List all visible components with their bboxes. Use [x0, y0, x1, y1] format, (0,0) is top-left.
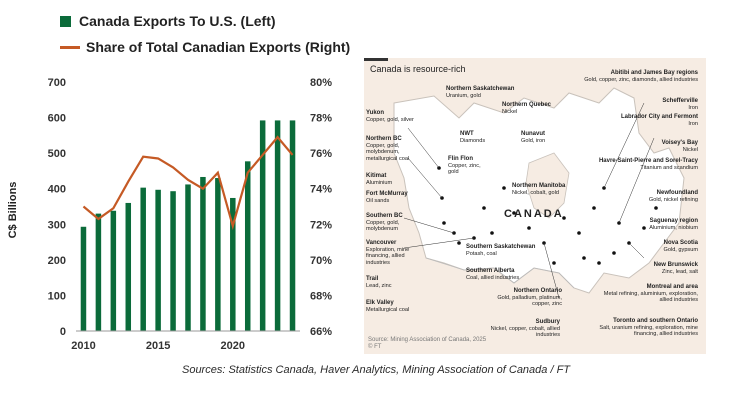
y2-tick-label: 70%	[310, 255, 332, 267]
map-label: Voisey's Bay Nickel	[661, 140, 698, 153]
map-shape	[393, 87, 685, 299]
map-label: Newfoundland Gold, nickel refining	[648, 190, 698, 203]
x-tick-label: 2020	[221, 340, 245, 352]
chart-legend: Canada Exports To U.S. (Left) Share of T…	[60, 8, 350, 60]
y-tick-label: 300	[48, 219, 66, 231]
usa-border	[425, 257, 575, 289]
map-label: Southern BC Copper, gold, molybdenum	[366, 213, 403, 233]
bar	[215, 178, 221, 331]
map-label: Southern Saskatchewan Potash, coal	[466, 244, 536, 257]
left-axis-ticks: 0 100 200 300 400 500 600 700	[48, 77, 66, 338]
bar	[140, 187, 146, 331]
right-axis-ticks: 66% 68% 70% 72% 74% 76% 78% 80%	[310, 77, 332, 338]
map-label: Kitimat Aluminium	[366, 173, 393, 186]
map-label: Labrador City and Fermont Iron	[620, 114, 698, 127]
y-axis-label: C$ Billions	[7, 182, 19, 239]
label-leader-lines	[403, 102, 655, 299]
map-label: Fort McMurray Oil sands	[366, 191, 408, 204]
bar	[230, 197, 236, 331]
y2-tick-label: 66%	[310, 326, 332, 338]
map-label: Abitibi and James Bay regions Gold, coppe…	[584, 70, 698, 83]
legend-label-exports: Canada Exports To U.S. (Left)	[79, 13, 276, 29]
map-label: NWT Diamonds	[460, 131, 486, 144]
legend-item-exports: Canada Exports To U.S. (Left)	[60, 8, 350, 34]
map-label: Montreal and area Metal refining, alumini…	[603, 284, 698, 304]
bar	[244, 161, 251, 331]
y2-tick-label: 74%	[310, 184, 332, 196]
legend-item-share: Share of Total Canadian Exports (Right)	[60, 34, 350, 60]
bar	[125, 202, 132, 331]
map-label: Havre-Saint-Pierre and Sorel-Tracy Titani…	[598, 158, 698, 171]
map-label: Northern Manitoba Nickel, cobalt, gold	[512, 183, 566, 196]
bar	[259, 120, 266, 331]
legend-label-share: Share of Total Canadian Exports (Right)	[86, 39, 351, 55]
bar	[200, 176, 206, 331]
bar	[274, 120, 281, 331]
x-tick-label: 2015	[146, 340, 170, 352]
bar	[110, 210, 117, 331]
y2-tick-label: 76%	[310, 148, 332, 160]
map-label: Schefferville Iron	[662, 98, 698, 111]
bar	[185, 184, 191, 331]
map-title: Canada is resource-rich	[370, 64, 466, 74]
map-label: Toronto and southern Ontario Salt, uraniu…	[599, 318, 698, 338]
map-label: Southern Alberta Coal, allied industries	[466, 268, 520, 281]
y-tick-label: 600	[48, 113, 66, 125]
legend-bar-swatch	[60, 15, 71, 27]
map-label: Nova Scotia Gold, gypsum	[663, 240, 698, 253]
hudson-bay	[525, 152, 570, 219]
y-tick-label: 700	[48, 77, 66, 89]
bar	[155, 189, 161, 331]
map-label: Vancouver Exploration, mine financing, al…	[366, 240, 410, 266]
map-label: Nunavut Gold, iron	[521, 131, 546, 144]
map-label: Northern Quebec Nickel	[502, 102, 552, 115]
map-label: Yukon Copper, gold, silver	[366, 110, 414, 123]
map-label: Trail Lead, zinc	[366, 276, 392, 289]
map-label: Flin Flon Copper, zinc, gold	[448, 156, 481, 176]
y-tick-label: 100	[48, 290, 66, 302]
map-label: Northern Saskatchewan Uranium, gold	[446, 86, 515, 99]
bar-series	[80, 120, 296, 331]
map-label: Saguenay region Aluminium, niobium	[649, 218, 698, 231]
map-label: Northern BC Copper, gold, molybdenum, met…	[366, 136, 410, 162]
map-label: New Brunswick Zinc, lead, salt	[653, 262, 698, 275]
y-tick-label: 200	[48, 255, 66, 267]
map-label: Northern Ontario Gold, palladium, platinu…	[497, 288, 562, 308]
y-tick-label: 0	[60, 326, 66, 338]
chart-sources: Sources: Statistics Canada, Haver Analyt…	[181, 364, 571, 376]
y2-tick-label: 72%	[310, 219, 332, 231]
bar	[289, 120, 296, 331]
share-line	[82, 135, 294, 231]
export-chart: 0 100 200 300 400 500 600 700 66% 68% 70% 72% 74% 76…	[7, 77, 332, 352]
legend-line-swatch	[60, 45, 80, 49]
bar	[170, 191, 176, 331]
bar	[95, 213, 102, 331]
x-axis-ticks: 2010 2015 2020	[71, 340, 245, 352]
y2-tick-label: 68%	[310, 290, 332, 302]
map-source: Source: Mining Association of Canada, 20…	[368, 337, 487, 350]
x-tick-label: 2010	[71, 340, 95, 352]
country-label: CANADA	[504, 208, 564, 220]
map-label: Sudbury Nickel, copper, cobalt, allied in…	[490, 319, 560, 339]
map-title-rule	[364, 58, 388, 61]
y2-tick-label: 80%	[310, 77, 332, 89]
y2-tick-label: 78%	[310, 113, 332, 125]
bar	[80, 226, 87, 331]
canada-resource-map: Canada is resource-rich CANADA Abitibi a…	[364, 58, 706, 354]
y-tick-label: 400	[48, 184, 66, 196]
map-label: Elk Valley Metallurgical coal	[366, 300, 410, 313]
y-tick-label: 500	[48, 148, 66, 160]
